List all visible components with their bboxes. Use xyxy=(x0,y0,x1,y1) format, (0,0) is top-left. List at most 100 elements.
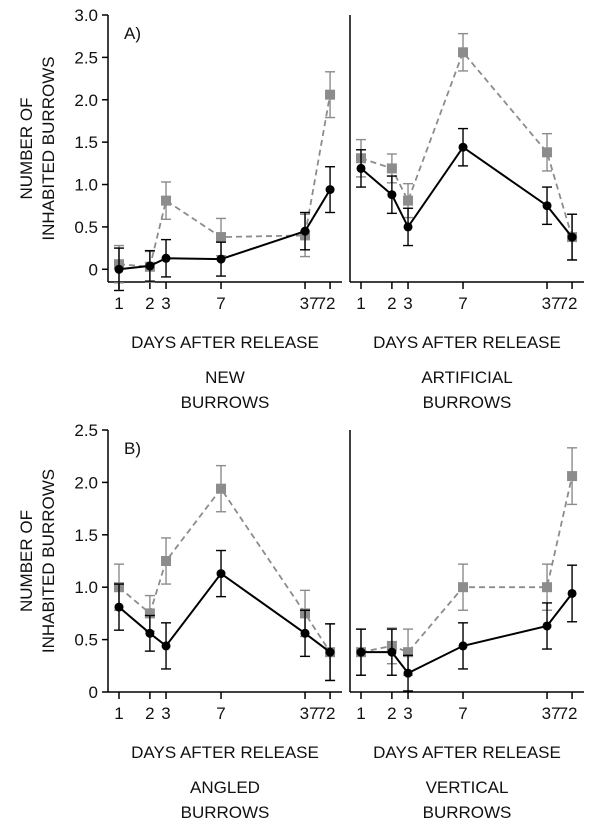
panel-caption: BURROWS xyxy=(423,393,512,412)
series-black-circles xyxy=(113,549,336,682)
data-point xyxy=(161,195,172,206)
series-line xyxy=(118,189,331,271)
data-point xyxy=(300,226,310,236)
y-tick-label: 1.0 xyxy=(74,176,98,195)
data-point xyxy=(325,185,335,195)
x-axis-label: DAYS AFTER RELEASE xyxy=(131,743,319,762)
data-point xyxy=(386,163,397,174)
series-line xyxy=(118,487,331,653)
x-axis-label: DAYS AFTER RELEASE xyxy=(131,333,319,352)
data-point xyxy=(567,232,577,242)
data-point xyxy=(161,641,171,651)
panel-caption: ANGLED xyxy=(190,778,260,797)
panel-label: B) xyxy=(124,439,141,458)
y-axis-label: INHABITED BURROWS xyxy=(39,56,58,240)
y-tick-label: 2.0 xyxy=(74,91,98,110)
series-line xyxy=(360,475,573,654)
panel-caption: BURROWS xyxy=(423,803,512,822)
data-point xyxy=(216,254,226,264)
data-point xyxy=(542,582,553,593)
data-point xyxy=(114,264,124,274)
data-point xyxy=(542,201,552,211)
data-point xyxy=(145,628,155,638)
x-tick-label: 37 xyxy=(542,704,561,723)
data-point xyxy=(216,232,227,243)
y-tick-label: 0 xyxy=(89,683,98,702)
data-point xyxy=(458,142,468,152)
series-black-circles xyxy=(113,166,336,292)
x-tick-label: 1 xyxy=(356,704,365,723)
x-axis-label: DAYS AFTER RELEASE xyxy=(373,743,561,762)
data-point xyxy=(161,253,171,263)
panel-label: A) xyxy=(124,24,141,43)
data-point xyxy=(216,483,227,494)
y-tick-label: 1.0 xyxy=(74,578,98,597)
x-tick-label: 37 xyxy=(300,294,319,313)
x-tick-label: 72 xyxy=(559,294,578,313)
y-tick-label: 2.0 xyxy=(74,473,98,492)
data-point xyxy=(325,89,336,100)
data-point xyxy=(567,471,578,482)
y-axis-label: NUMBER OF xyxy=(17,98,36,200)
x-tick-label: 1 xyxy=(356,294,365,313)
series-black-circles xyxy=(355,564,578,692)
data-point xyxy=(567,588,577,598)
data-point xyxy=(458,641,468,651)
x-tick-label: 7 xyxy=(216,704,225,723)
x-tick-label: 3 xyxy=(403,704,412,723)
x-tick-label: 37 xyxy=(542,294,561,313)
data-point xyxy=(356,163,366,173)
panel-caption: VERTICAL xyxy=(426,778,509,797)
data-point xyxy=(387,647,397,657)
series-black-circles xyxy=(355,127,578,261)
series-line xyxy=(360,50,573,238)
x-tick-label: 7 xyxy=(458,704,467,723)
x-tick-label: 2 xyxy=(145,294,154,313)
data-point xyxy=(403,195,414,206)
x-tick-label: 2 xyxy=(145,704,154,723)
y-tick-label: 0 xyxy=(89,260,98,279)
x-tick-label: 3 xyxy=(403,294,412,313)
x-tick-label: 2 xyxy=(387,704,396,723)
y-tick-label: 2.5 xyxy=(74,48,98,67)
panel-caption: ARTIFICIAL xyxy=(421,368,512,387)
x-tick-label: 7 xyxy=(458,294,467,313)
series-gray-squares xyxy=(355,447,578,676)
y-tick-label: 1.5 xyxy=(74,526,98,545)
series-line xyxy=(118,572,331,653)
x-axis-label: DAYS AFTER RELEASE xyxy=(373,333,561,352)
data-point xyxy=(458,47,469,58)
panel-caption: NEW xyxy=(205,368,245,387)
x-tick-label: 72 xyxy=(559,704,578,723)
panel-caption: BURROWS xyxy=(181,393,270,412)
data-point xyxy=(325,647,335,657)
data-point xyxy=(403,647,414,658)
x-tick-label: 3 xyxy=(161,294,170,313)
data-point xyxy=(145,261,155,271)
data-point xyxy=(403,222,413,232)
x-tick-label: 72 xyxy=(317,294,336,313)
y-tick-label: 0.5 xyxy=(74,631,98,650)
y-tick-label: 0.5 xyxy=(74,218,98,237)
x-tick-label: 1 xyxy=(114,294,123,313)
y-tick-label: 2.5 xyxy=(74,421,98,440)
y-tick-label: 1.5 xyxy=(74,133,98,152)
series-line xyxy=(360,145,573,238)
x-tick-label: 7 xyxy=(216,294,225,313)
data-point xyxy=(300,628,310,638)
x-tick-label: 72 xyxy=(317,704,336,723)
data-point xyxy=(458,582,469,593)
data-point xyxy=(387,190,397,200)
data-point xyxy=(542,621,552,631)
data-point xyxy=(356,647,366,657)
x-tick-label: 37 xyxy=(300,704,319,723)
x-tick-label: 1 xyxy=(114,704,123,723)
y-axis-label: NUMBER OF xyxy=(17,510,36,612)
panel-caption: BURROWS xyxy=(181,803,270,822)
y-axis-label: INHABITED BURROWS xyxy=(39,469,58,653)
data-point xyxy=(403,668,413,678)
